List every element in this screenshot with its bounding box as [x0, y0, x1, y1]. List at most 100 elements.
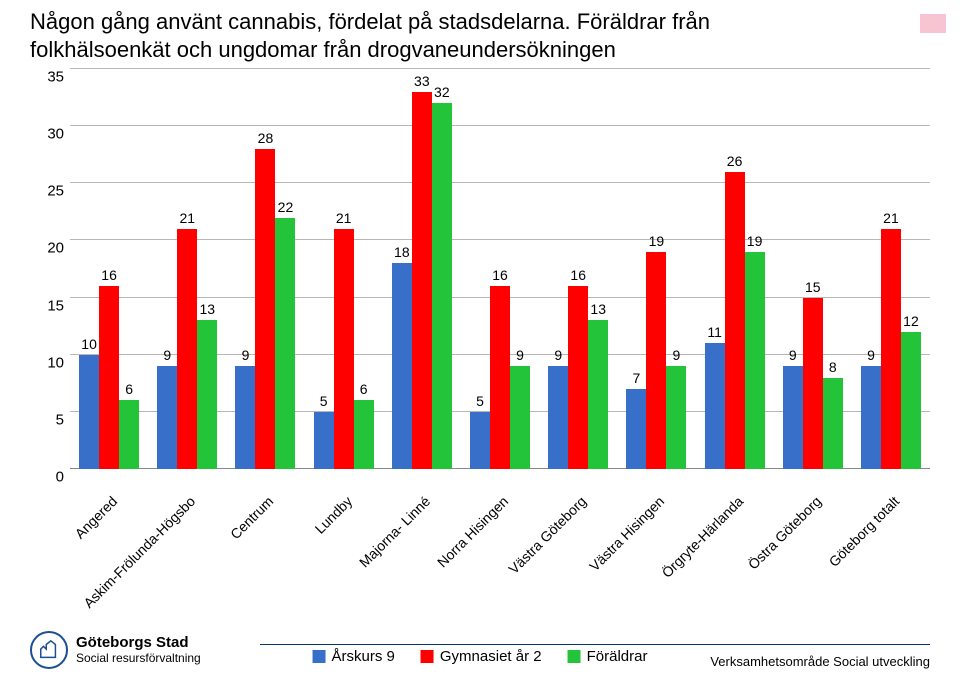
bar-value: 6 [360, 381, 368, 397]
bar-group: 9158 [774, 69, 852, 469]
bar: 13 [197, 320, 217, 469]
bar-value: 13 [199, 301, 215, 317]
bar: 19 [745, 252, 765, 469]
plot-area: 1016692113928225216183332516991613719911… [70, 69, 930, 599]
bar: 21 [881, 229, 901, 469]
bar-value: 32 [434, 84, 450, 100]
legend-swatch [421, 650, 434, 663]
page: Någon gång använt cannabis, fördelat på … [0, 0, 960, 675]
category-label-text: Centrum [228, 493, 277, 542]
bar-value: 22 [278, 199, 294, 215]
category-label-text: Lundby [311, 493, 355, 537]
bar: 15 [803, 298, 823, 469]
bar-value: 28 [258, 130, 274, 146]
bar-value: 33 [414, 73, 430, 89]
bars: 9 2113 [157, 229, 217, 469]
bar: 32 [432, 103, 452, 469]
bar-group: 92112 [852, 69, 930, 469]
category-label: Östra Göteborg [774, 479, 852, 599]
bar: 21 [177, 229, 197, 469]
bar: 33 [412, 92, 432, 469]
bar-value: 9 [867, 347, 875, 363]
bar-group: 91613 [539, 69, 617, 469]
bar-value: 21 [883, 210, 899, 226]
bar-value: 7 [633, 370, 641, 386]
y-tick: 5 [56, 411, 64, 428]
y-tick: 25 [47, 183, 64, 200]
category-label: Centrum [226, 479, 304, 599]
bars: 92822 [235, 149, 295, 469]
category-label: Västra Göteborg [539, 479, 617, 599]
y-tick: 35 [47, 69, 64, 86]
logo-text: Göteborgs Stad Social resursförvaltning [76, 635, 201, 665]
bar-groups: 1016692113928225216183332516991613719911… [70, 69, 930, 469]
bar: 22 [275, 218, 295, 469]
bar-value: 26 [727, 153, 743, 169]
y-axis: 05101520253035 [30, 69, 70, 599]
bar-value: 16 [492, 267, 508, 283]
bar-value: 9 [516, 347, 524, 363]
legend-label: Gymnasiet år 2 [440, 648, 542, 665]
bar: 9 [235, 366, 255, 469]
bar-value: 11 [707, 324, 722, 340]
chart-title: Någon gång använt cannabis, fördelat på … [30, 8, 930, 63]
bar-value: 5 [320, 393, 328, 409]
category-label-text: Angered [72, 493, 121, 542]
bars: 183332 [392, 92, 452, 469]
bars: 9 2112 [861, 229, 921, 469]
bar-value: 13 [590, 301, 606, 317]
bar-value: 12 [903, 313, 919, 329]
category-label: Askim-Frölunda-Högsbo [148, 479, 226, 599]
y-tick: 0 [56, 469, 64, 486]
bar-value: 10 [81, 336, 97, 352]
category-label: Norra Hisingen [461, 479, 539, 599]
bar-value: 9 [789, 347, 797, 363]
bar-value: 16 [101, 267, 117, 283]
y-tick: 10 [47, 354, 64, 371]
category-labels: Angered Askim-Frölunda-HögsboCentrum Lundb… [70, 479, 930, 599]
category-label: Lundby [305, 479, 383, 599]
title-line-2: folkhälsoenkät och ungdomar från drogvan… [30, 37, 616, 62]
bar: 18 [392, 263, 412, 469]
bar-group: 9 2113 [148, 69, 226, 469]
bar: 19 [646, 252, 666, 469]
bar-group: 11 26 19 [696, 69, 774, 469]
logo-block: Göteborgs Stad Social resursförvaltning [30, 631, 201, 669]
bar: 13 [588, 320, 608, 469]
bar-value: 9 [673, 347, 681, 363]
bars: 7199 [626, 252, 686, 469]
bar-value: 6 [125, 381, 133, 397]
org-name: Göteborgs Stad [76, 635, 201, 652]
bar: 9 [666, 366, 686, 469]
bar-value: 9 [163, 347, 171, 363]
legend-item: Gymnasiet år 2 [421, 648, 542, 665]
bar-value: 9 [242, 347, 250, 363]
bar-value: 5 [476, 393, 484, 409]
category-label: Majorna- Linné [383, 479, 461, 599]
legend-item: Föräldrar [568, 648, 648, 665]
footer-right-text: Verksamhetsområde Social utveckling [710, 654, 930, 669]
bar: 21 [334, 229, 354, 469]
bar-group: 7199 [617, 69, 695, 469]
title-line-1: Någon gång använt cannabis, fördelat på … [30, 9, 710, 34]
bar: 6 [354, 400, 374, 469]
logo-icon [30, 631, 68, 669]
bar: 28 [255, 149, 275, 469]
bar: 5 [314, 412, 334, 469]
bar: 12 [901, 332, 921, 469]
bar-group: 5216 [305, 69, 383, 469]
legend-swatch [568, 650, 581, 663]
bar: 5 [470, 412, 490, 469]
bar-value: 18 [394, 244, 410, 260]
bar-group: 183332 [383, 69, 461, 469]
bar: 16 [568, 286, 588, 469]
legend-swatch [313, 650, 326, 663]
footer: Göteborgs Stad Social resursförvaltning … [30, 631, 930, 669]
bar: 16 [490, 286, 510, 469]
bar-group: 5169 [461, 69, 539, 469]
bar-group: 10 16 6 [70, 69, 148, 469]
legend: Årskurs 9Gymnasiet år 2Föräldrar [313, 648, 648, 665]
bars: 10166 [79, 286, 139, 469]
category-label: Västra Hisingen [617, 479, 695, 599]
legend-label: Föräldrar [587, 648, 648, 665]
